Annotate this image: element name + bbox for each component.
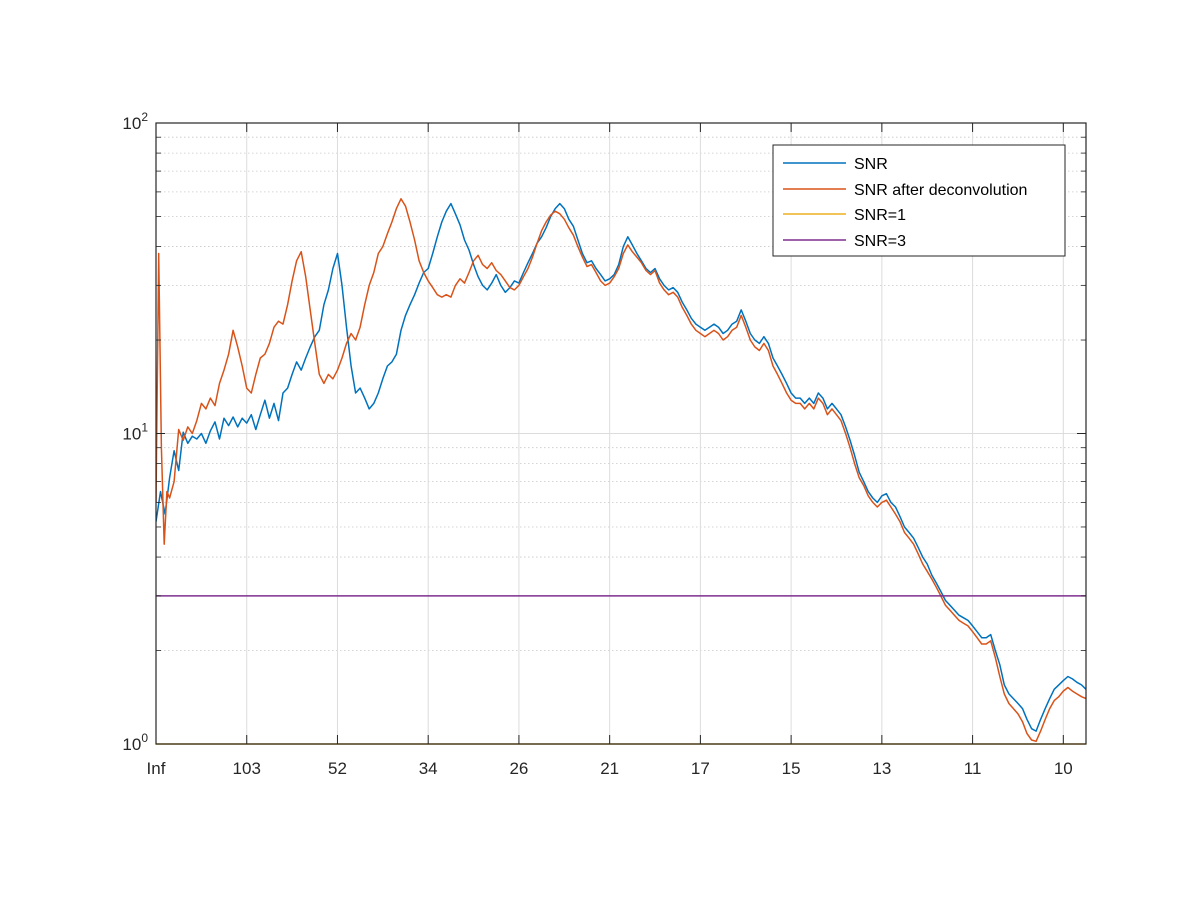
x-tick-label: 10 [1054,759,1073,778]
x-tick-label: 26 [509,759,528,778]
legend-label-snr: SNR [854,156,888,173]
x-tick-label: 103 [233,759,261,778]
y-tick-label: 100 [122,731,148,754]
legend-label-snr-3: SNR=3 [854,233,906,250]
legend-label-snr-1: SNR=1 [854,207,906,224]
x-tick-labels: Inf 103 52 34 26 21 17 15 13 11 10 [147,759,1073,778]
series-line-snr-after-deconvolution [156,198,1086,743]
x-tick-label: 34 [419,759,438,778]
x-tick-label: 11 [964,759,982,778]
x-tick-label: 52 [328,759,347,778]
legend-label-snr-after-deconvolution: SNR after deconvolution [854,182,1027,199]
tick-layer [155,122,1086,745]
y-tick-label: 101 [122,421,148,444]
x-tick-label: 17 [691,759,710,778]
series-line-snr [156,202,1086,732]
y-tick-labels: 100 101 102 [122,110,148,754]
x-tick-label: 15 [782,759,801,778]
x-tick-label: Inf [147,759,166,778]
x-tick-label: 13 [872,759,891,778]
y-tick-label: 102 [122,110,148,133]
x-tick-label: 21 [600,759,619,778]
legend: SNR SNR after deconvolution SNR=1 SNR=3 [772,144,1066,257]
